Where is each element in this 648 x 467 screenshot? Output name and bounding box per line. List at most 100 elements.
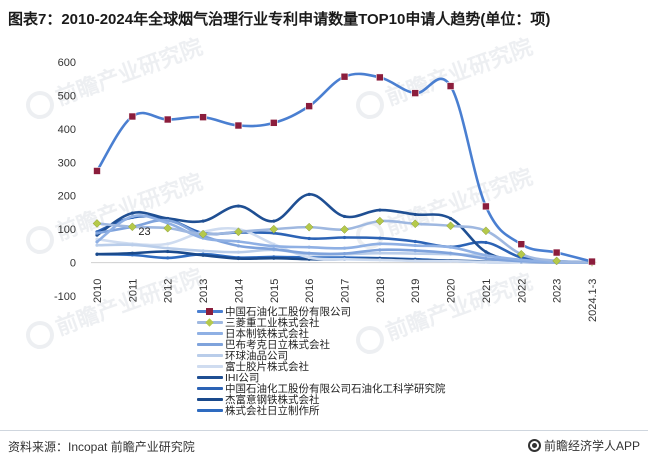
data-point bbox=[198, 229, 208, 239]
data-point bbox=[342, 235, 347, 240]
data-point bbox=[413, 243, 417, 248]
data-point bbox=[307, 255, 311, 260]
data-point bbox=[307, 236, 311, 241]
data-point bbox=[269, 224, 279, 234]
data-point bbox=[130, 251, 134, 255]
x-tick-label: 2013 bbox=[198, 279, 210, 303]
legend-label: 杰富意钢铁株式会社 bbox=[225, 394, 320, 406]
x-tick-label: 2014 bbox=[233, 279, 245, 303]
data-point bbox=[448, 216, 453, 221]
data-point bbox=[342, 257, 347, 261]
data-point bbox=[378, 248, 382, 252]
data-point bbox=[201, 219, 205, 223]
x-axis: 2010 2011 2012 2013 2014 2015 2016 2017 2018 2019… bbox=[91, 262, 599, 322]
chart-title: 图表7：2010-2024年全球烟气治理行业专利申请数量TOP10申请人趋势(单… bbox=[8, 11, 551, 28]
legend-item: 富士胶片株式会社 bbox=[197, 361, 446, 373]
watermark-logo-icon bbox=[26, 226, 54, 254]
y-tick-label: 400 bbox=[58, 124, 76, 136]
legend-swatch bbox=[197, 405, 223, 416]
watermark: 前瞻产业研究院 bbox=[26, 264, 206, 349]
x-tick-label: 2016 bbox=[304, 279, 316, 303]
data-point bbox=[517, 240, 526, 248]
legend-label: IHI公司 bbox=[225, 372, 260, 384]
legend-swatch bbox=[197, 306, 223, 317]
watermark-text: 前瞻产业研究院 bbox=[382, 34, 536, 111]
data-point bbox=[411, 89, 420, 97]
watermark: 前瞻产业研究院 bbox=[26, 34, 206, 119]
data-point bbox=[552, 256, 561, 266]
legend-label: 巴布考克日立株式会社 bbox=[225, 339, 330, 351]
data-point bbox=[307, 192, 311, 196]
data-point bbox=[378, 242, 382, 246]
legend-swatch bbox=[197, 317, 223, 328]
data-point bbox=[269, 119, 278, 127]
series-line bbox=[95, 72, 594, 263]
data-point bbox=[95, 252, 99, 256]
brand-credit: 前瞻经济学人APP bbox=[527, 437, 640, 454]
y-tick-label: 600 bbox=[58, 57, 76, 69]
data-point bbox=[93, 167, 101, 175]
legend-swatch bbox=[197, 328, 223, 339]
legend-label: 富士胶片株式会社 bbox=[225, 361, 309, 373]
legend-item: 杰富意钢铁株式会社 bbox=[197, 394, 446, 406]
legend-label: 三菱重工业株式会社 bbox=[225, 317, 320, 329]
data-point bbox=[128, 222, 137, 232]
data-point bbox=[236, 244, 241, 248]
data-point bbox=[272, 256, 276, 260]
legend-swatch bbox=[197, 339, 223, 350]
data-point bbox=[236, 204, 241, 208]
brand-name: 前瞻经济学人APP bbox=[543, 439, 640, 453]
y-tick-label: 100 bbox=[58, 224, 76, 236]
data-point bbox=[272, 219, 276, 223]
y-tick-label: 300 bbox=[58, 157, 76, 169]
legend-swatch bbox=[197, 394, 223, 405]
legend-item: 株式会社日立制作所 bbox=[197, 405, 446, 417]
qianzhan-logo-icon bbox=[527, 439, 541, 452]
data-point bbox=[375, 216, 385, 226]
data-point bbox=[234, 121, 243, 130]
data-point bbox=[588, 257, 596, 266]
series-1 bbox=[93, 72, 596, 266]
legend-label: 株式会社日立制作所 bbox=[225, 405, 320, 417]
data-point bbox=[410, 219, 420, 229]
data-point bbox=[413, 248, 417, 253]
data-point bbox=[484, 260, 488, 264]
data-point bbox=[378, 208, 382, 212]
data-point bbox=[481, 226, 491, 236]
legend-label: 日本制铁株式会社 bbox=[225, 328, 309, 340]
legend-swatch bbox=[197, 383, 223, 394]
data-point bbox=[413, 239, 417, 244]
data-point bbox=[446, 82, 455, 90]
data-point bbox=[236, 250, 241, 254]
data-point bbox=[342, 246, 347, 250]
legend-swatch bbox=[197, 361, 223, 372]
watermark-logo-icon bbox=[26, 91, 54, 119]
data-point bbox=[166, 221, 170, 225]
data-point bbox=[378, 258, 382, 262]
y-tick-label: -100 bbox=[54, 291, 76, 303]
source-note: 资料来源：Incopat 前瞻产业研究院 bbox=[8, 440, 195, 454]
y-axis: 600 500 400 300 200 100 0 -100 bbox=[54, 57, 76, 303]
data-point bbox=[484, 240, 488, 245]
legend-label: 中国石油化工股份有限公司石油化工科学研究院 bbox=[225, 383, 446, 395]
legend-swatch bbox=[197, 350, 223, 361]
data-point bbox=[342, 214, 347, 219]
data-point bbox=[304, 222, 314, 232]
data-point bbox=[307, 245, 311, 249]
data-point bbox=[484, 253, 488, 257]
watermark-logo-icon bbox=[356, 326, 384, 354]
data-point bbox=[166, 218, 170, 223]
x-tick-label: 2011 bbox=[127, 279, 139, 303]
data-point bbox=[166, 256, 170, 260]
data-point bbox=[95, 231, 99, 235]
data-point bbox=[484, 256, 488, 261]
legend-label: 中国石油化工股份有限公司 bbox=[225, 306, 351, 318]
data-point bbox=[201, 253, 205, 257]
x-tick-label: 2017 bbox=[340, 279, 352, 303]
x-tick-label: 2019 bbox=[410, 279, 422, 303]
data-point bbox=[484, 250, 488, 254]
data-point bbox=[166, 246, 170, 250]
x-tick-label: 2018 bbox=[375, 279, 387, 303]
chart-legend: 中国石油化工股份有限公司 三菱重工业株式会社 日本制铁株式会社 巴布考克日立株式会社环… bbox=[197, 306, 446, 417]
data-point bbox=[516, 249, 526, 259]
